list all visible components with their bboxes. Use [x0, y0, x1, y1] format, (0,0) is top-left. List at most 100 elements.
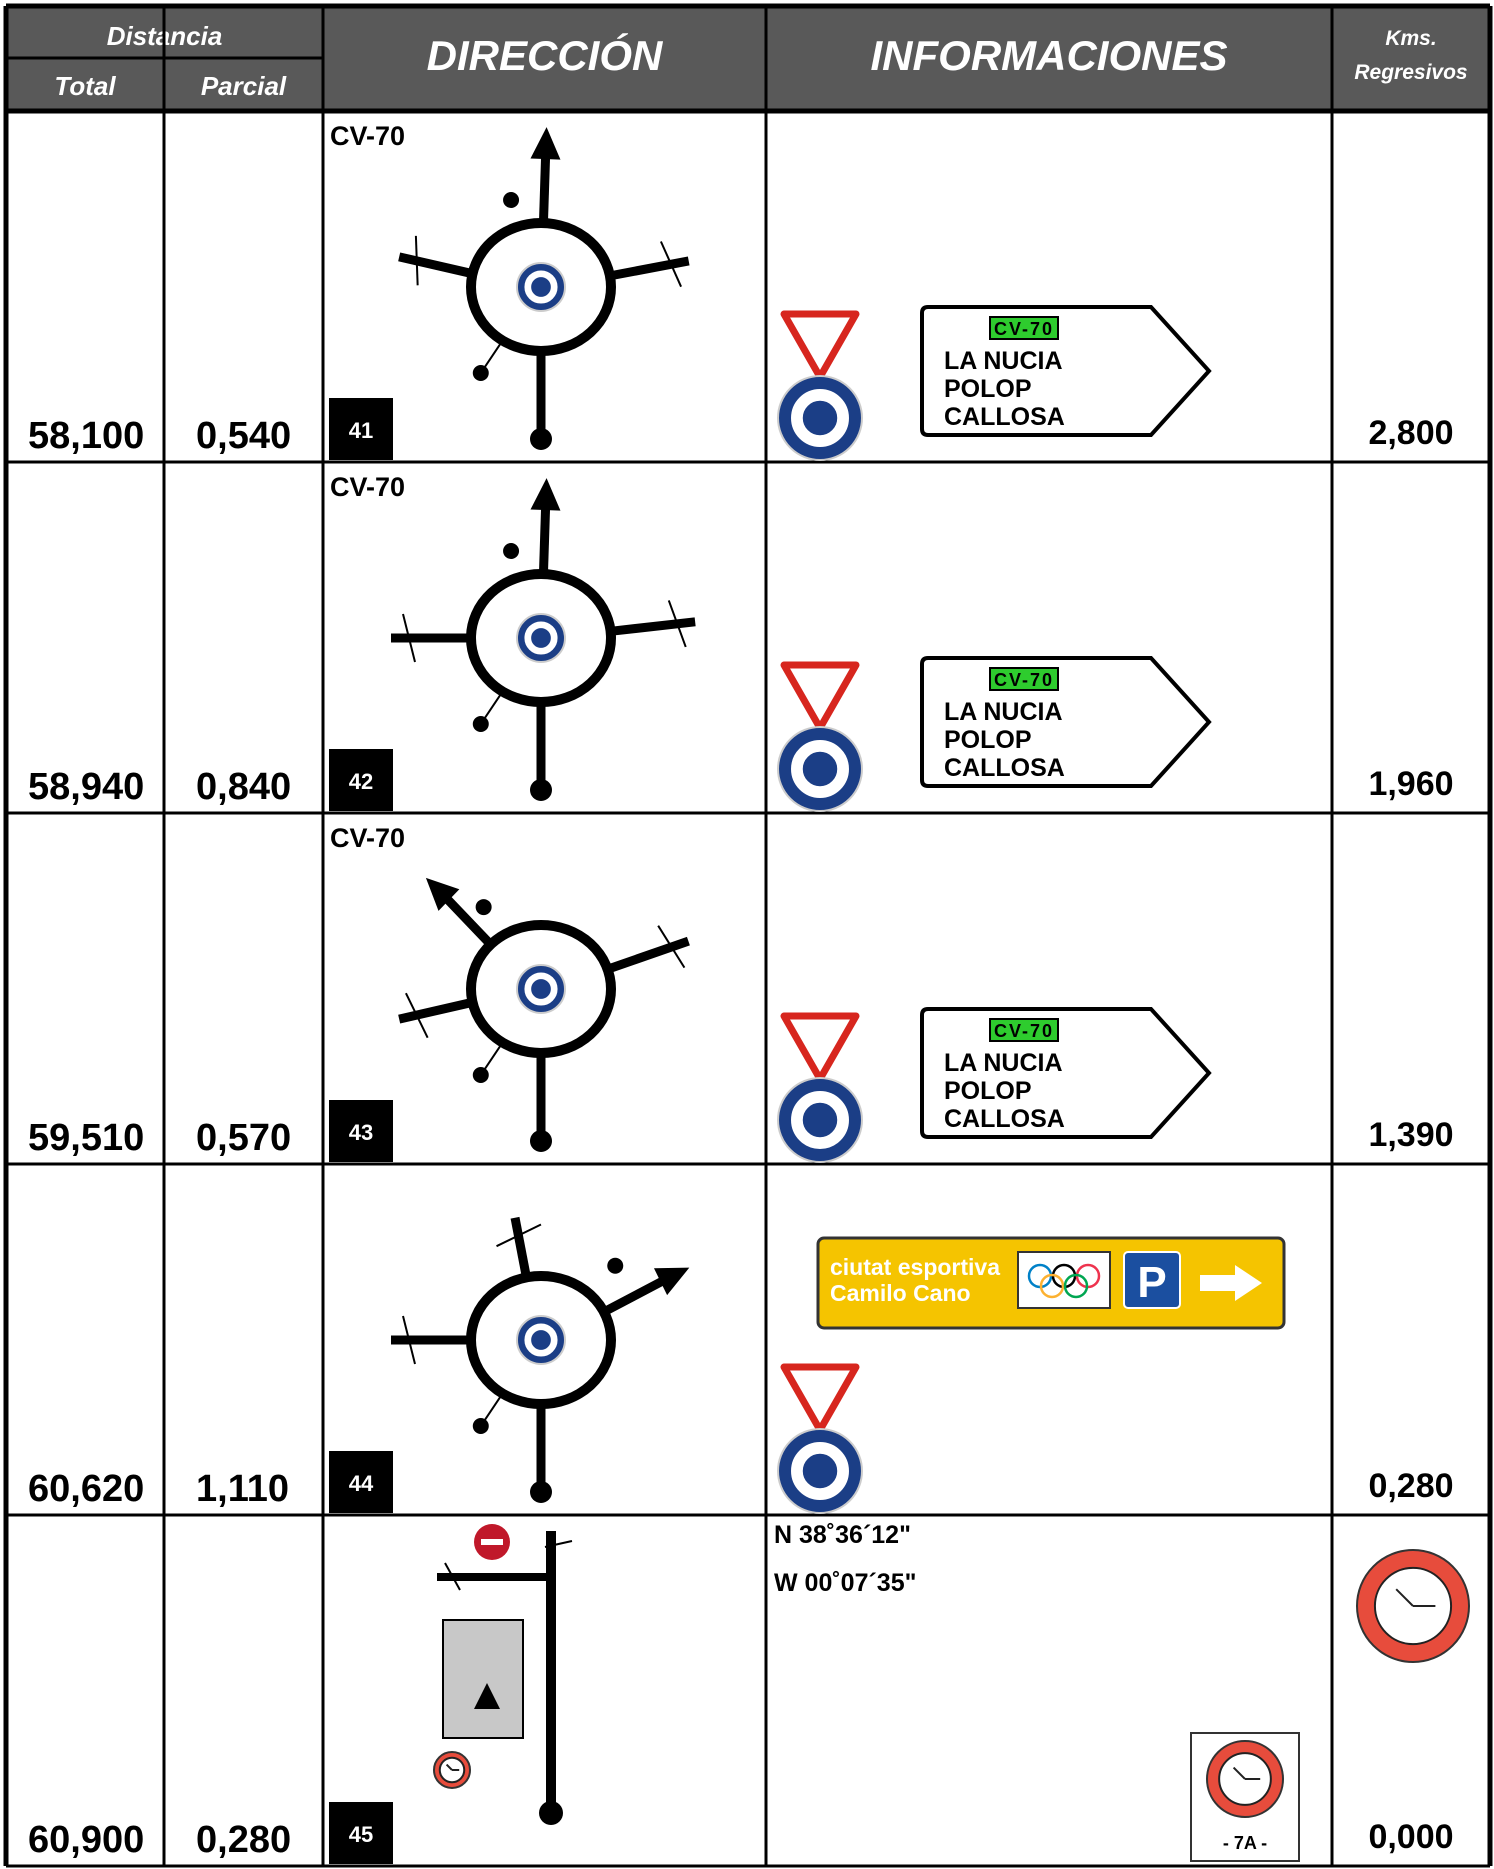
parking: P	[1137, 1258, 1166, 1307]
road	[538, 146, 551, 224]
road	[601, 1272, 674, 1316]
arrow-head	[653, 1267, 690, 1296]
roundabout-sign-ring	[791, 1091, 849, 1149]
parcial: 0,280	[196, 1819, 291, 1861]
kms: 2,800	[1368, 414, 1453, 452]
panel-line: Camilo Cano	[830, 1280, 971, 1306]
sign-line: LA NUCIA	[944, 347, 1063, 375]
roundabout-sign-ring	[524, 270, 558, 304]
yield-sign	[780, 1012, 860, 1083]
tick	[496, 1223, 542, 1248]
sign-line: CALLOSA	[944, 1105, 1065, 1133]
clock-hand	[1232, 1766, 1246, 1780]
parcial: 1,110	[196, 1468, 289, 1510]
arrow-head	[474, 1683, 500, 1709]
road-label: CV-70	[330, 823, 405, 853]
total: 58,940	[28, 766, 144, 808]
coordinate: W 00˚07´35"	[774, 1569, 916, 1597]
roundabout-sign-ring	[791, 1442, 849, 1500]
olympic-box	[1017, 1251, 1111, 1309]
roundabout-sign-ring	[791, 389, 849, 447]
number: 44	[349, 1471, 374, 1496]
roundabout-sign-ring	[524, 621, 558, 655]
road	[510, 1216, 531, 1279]
yield-sign	[780, 310, 860, 381]
roundabout-sign	[516, 262, 566, 312]
road	[610, 617, 696, 636]
yield-sign	[780, 1363, 860, 1434]
dot	[530, 1481, 552, 1503]
kms: 0,000	[1368, 1818, 1453, 1856]
roundabout-sign	[516, 613, 566, 663]
dot	[530, 779, 552, 801]
number-box	[329, 398, 393, 460]
dot	[607, 1257, 624, 1274]
dot	[472, 1418, 489, 1435]
clock-hand	[445, 1763, 453, 1771]
dot	[503, 192, 520, 209]
roundabout-sign	[777, 375, 863, 461]
road-badge	[989, 1018, 1059, 1042]
number-box	[329, 1802, 393, 1864]
parcial: 0,840	[196, 766, 291, 808]
kms: 1,390	[1368, 1116, 1453, 1154]
roundabout-sign-ring	[524, 1323, 558, 1357]
tick	[402, 613, 416, 663]
tick	[414, 235, 419, 286]
parcial: 0,570	[196, 1117, 291, 1159]
sign-line: POLOP	[944, 726, 1032, 754]
tick	[544, 1540, 573, 1548]
total: 58,100	[28, 415, 144, 457]
number: 41	[349, 418, 373, 443]
header-informaciones: INFORMACIONES	[871, 32, 1228, 79]
stamp: - 7A -	[1223, 1833, 1267, 1853]
header-direccion: DIRECCIÓN	[427, 32, 664, 79]
arrow-head	[530, 478, 561, 511]
tick	[405, 992, 429, 1039]
tick	[660, 241, 682, 288]
total: 60,620	[28, 1468, 144, 1510]
roundabout-sign	[777, 1428, 863, 1514]
tick	[657, 925, 686, 969]
sign-road: CV-70	[994, 1021, 1054, 1041]
sign-line: CALLOSA	[944, 754, 1065, 782]
sign-line: CALLOSA	[944, 403, 1065, 431]
header-parcial: Parcial	[201, 71, 287, 101]
road	[398, 997, 474, 1024]
number-box	[329, 1100, 393, 1162]
road-label: CV-70	[330, 472, 405, 502]
road	[609, 256, 690, 281]
road-label: CV-70	[330, 121, 405, 151]
road-badge	[989, 316, 1059, 340]
number: 43	[349, 1120, 373, 1145]
sign-line: POLOP	[944, 375, 1032, 403]
arrow-head	[425, 877, 460, 911]
sign-road: CV-70	[994, 319, 1054, 339]
total: 59,510	[28, 1117, 144, 1159]
roundabout-sign	[777, 726, 863, 812]
dot	[472, 1067, 489, 1084]
sign-line: LA NUCIA	[944, 1049, 1063, 1077]
road	[398, 252, 474, 279]
coordinate: N 38˚36´12"	[774, 1521, 911, 1549]
roundabout-sign	[516, 964, 566, 1014]
parking-box	[1123, 1251, 1181, 1309]
panel-line: ciutat esportiva	[830, 1254, 1000, 1280]
tick	[444, 1562, 461, 1591]
roundabout-sign-ring	[524, 972, 558, 1006]
header-regresivos: Regresivos	[1354, 61, 1467, 84]
parcial: 0,540	[196, 415, 291, 457]
sign-line: POLOP	[944, 1077, 1032, 1105]
olympic-ring	[1063, 1273, 1089, 1299]
total: 60,900	[28, 1819, 144, 1861]
sign-road: CV-70	[994, 670, 1054, 690]
parking-area	[442, 1619, 524, 1739]
roundabout-sign	[516, 1315, 566, 1365]
no-entry-bar	[481, 1539, 503, 1545]
clock-hand	[1395, 1588, 1414, 1607]
kms: 1,960	[1368, 765, 1453, 803]
road	[606, 936, 690, 974]
tick	[402, 1315, 416, 1365]
yield-sign	[780, 661, 860, 732]
